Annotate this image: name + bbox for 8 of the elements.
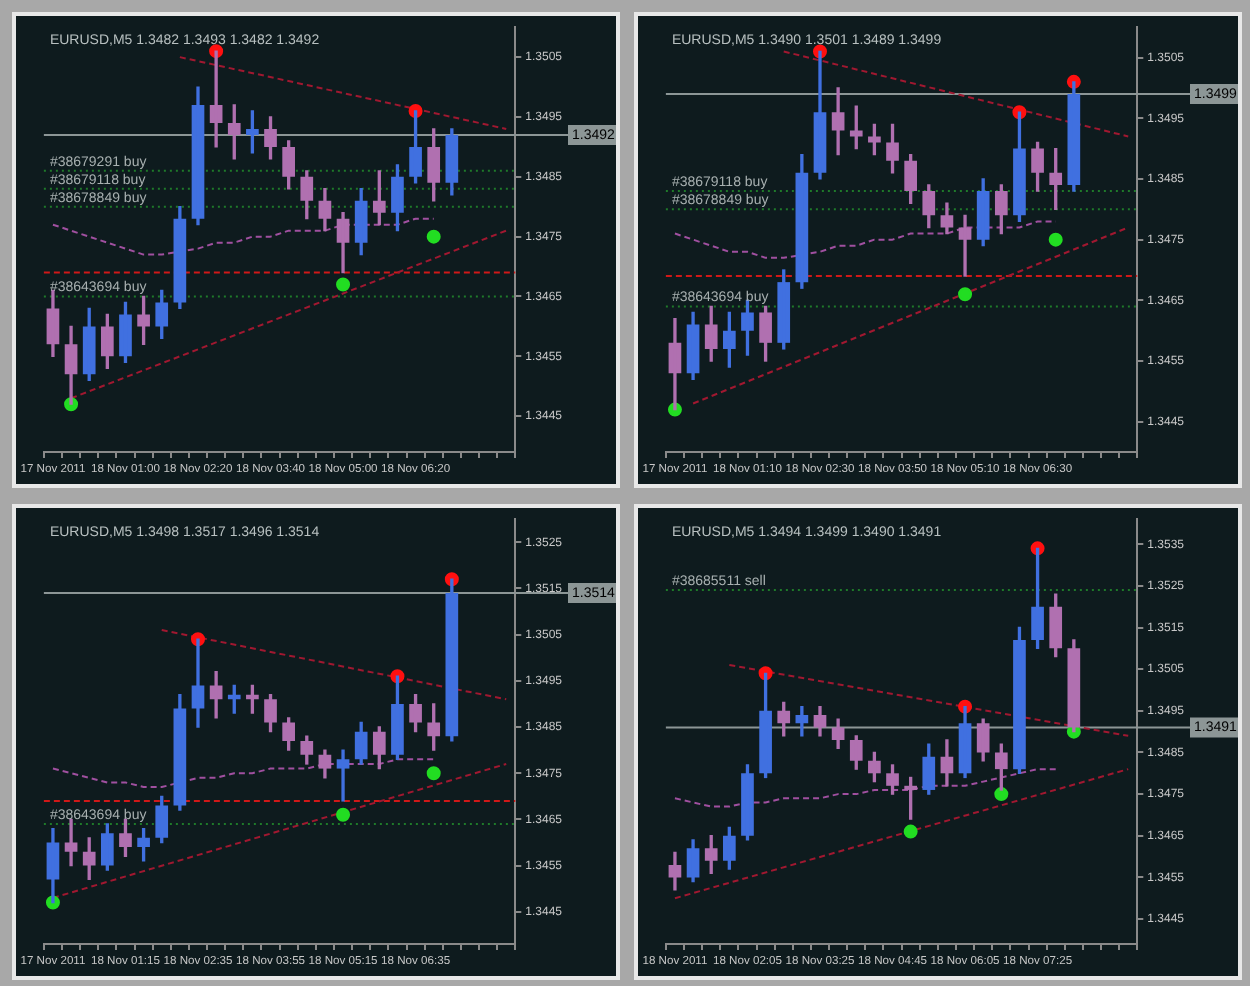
point	[994, 787, 1009, 802]
point	[336, 277, 351, 292]
point	[958, 287, 973, 302]
point	[336, 807, 351, 822]
point	[903, 824, 918, 839]
point	[1048, 232, 1063, 247]
point	[426, 766, 441, 781]
point	[426, 229, 441, 244]
